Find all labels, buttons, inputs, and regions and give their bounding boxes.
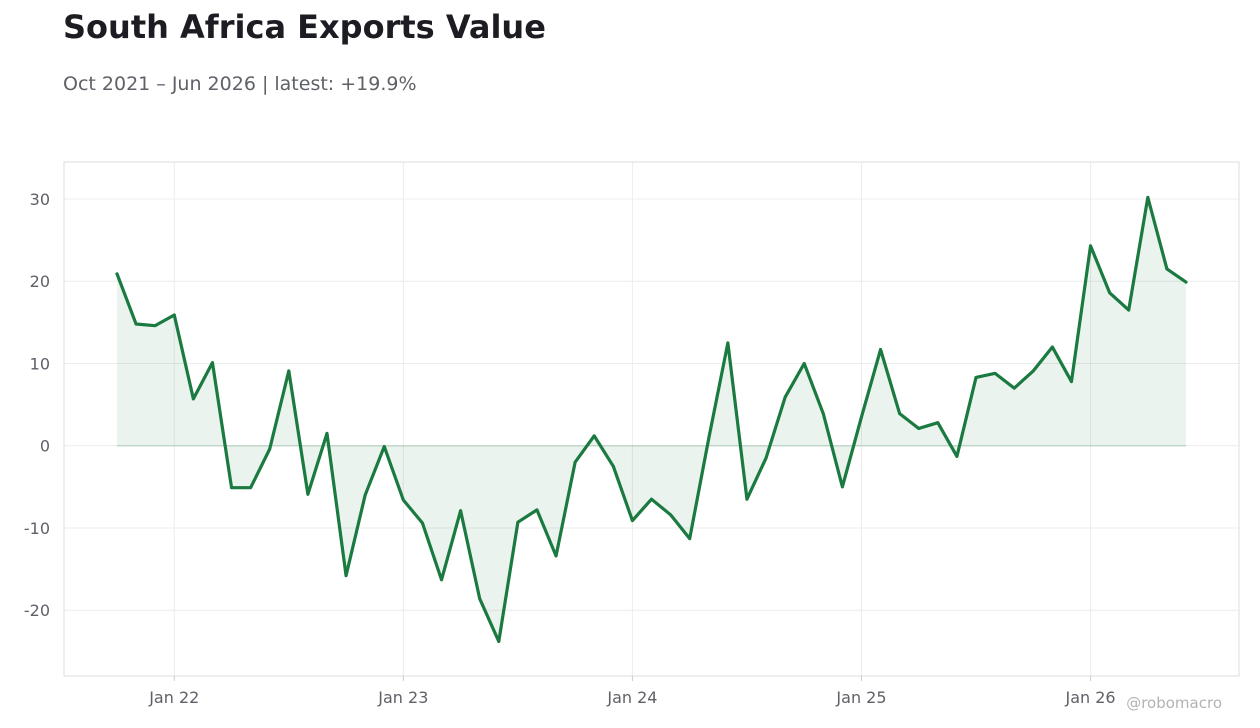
x-tick-label: Jan 25	[835, 688, 886, 707]
area-group	[117, 197, 1186, 642]
data-point	[592, 434, 596, 438]
area-fill	[117, 197, 1186, 642]
data-point	[1127, 308, 1131, 312]
data-point	[191, 397, 195, 401]
data-point	[821, 412, 825, 416]
plot-frame	[63, 161, 1240, 677]
data-point	[764, 456, 768, 460]
data-point	[993, 371, 997, 375]
y-tick-label: 10	[30, 354, 50, 373]
data-point	[363, 493, 367, 497]
data-point	[115, 272, 119, 276]
data-point	[611, 464, 615, 468]
data-point	[268, 447, 272, 451]
data-point	[1146, 195, 1150, 199]
chart-title: South Africa Exports Value	[63, 8, 546, 46]
grid	[64, 162, 1239, 676]
x-tick-label: Jan 24	[606, 688, 657, 707]
data-point	[1089, 244, 1092, 248]
data-point	[306, 492, 310, 496]
data-point	[325, 431, 329, 435]
data-point	[172, 313, 176, 317]
data-point	[974, 376, 978, 379]
y-tick-label: -10	[24, 519, 50, 538]
data-point	[344, 574, 348, 578]
data-point	[650, 497, 653, 501]
data-point	[860, 415, 863, 419]
data-point	[1108, 291, 1112, 295]
data-point	[1050, 345, 1054, 349]
y-tick-label: 0	[40, 437, 50, 456]
data-point	[421, 521, 424, 525]
data-point	[573, 460, 577, 464]
data-point	[287, 369, 291, 373]
data-point	[211, 361, 214, 365]
data-point	[497, 640, 501, 643]
data-point	[802, 362, 806, 365]
data-point	[1165, 267, 1169, 271]
y-axis-ticks: 30 20 10 0 -10 -20	[24, 190, 50, 620]
watermark: @robomacro	[1126, 694, 1222, 712]
data-point	[440, 578, 443, 582]
data-points	[115, 195, 1188, 643]
y-tick-label: 30	[30, 190, 50, 209]
data-point	[745, 497, 749, 501]
data-point	[726, 341, 730, 345]
data-point	[936, 421, 940, 425]
data-point	[707, 436, 711, 440]
data-point	[249, 486, 253, 490]
data-point	[955, 455, 959, 458]
chart-subtitle: Oct 2021 – Jun 2026 | latest: +19.9%	[63, 73, 417, 95]
data-point	[230, 486, 233, 490]
data-point	[879, 348, 882, 351]
x-tick-label: Jan 26	[1064, 688, 1115, 707]
data-point	[688, 537, 692, 541]
data-point	[1012, 386, 1016, 390]
x-tick-label: Jan 22	[148, 688, 199, 707]
data-point	[516, 520, 520, 524]
data-point	[1184, 280, 1188, 284]
data-point	[478, 597, 482, 601]
data-point	[554, 554, 558, 558]
data-point	[1070, 380, 1073, 383]
data-point	[917, 427, 921, 430]
data-point	[459, 509, 463, 513]
data-point	[1031, 369, 1035, 373]
x-axis-ticks: Jan 22 Jan 23 Jan 24 Jan 25 Jan 26	[148, 676, 1116, 707]
data-point	[535, 508, 539, 512]
y-tick-label: 20	[30, 272, 50, 291]
data-point	[153, 324, 157, 328]
y-tick-label: -20	[24, 601, 50, 620]
data-point	[134, 322, 138, 326]
data-point	[401, 498, 405, 502]
data-point	[783, 395, 787, 399]
data-point	[669, 513, 672, 517]
x-tick-label: Jan 23	[377, 688, 428, 707]
data-point	[382, 445, 386, 448]
data-point	[840, 485, 844, 489]
data-point	[898, 412, 902, 416]
data-point	[631, 519, 634, 522]
